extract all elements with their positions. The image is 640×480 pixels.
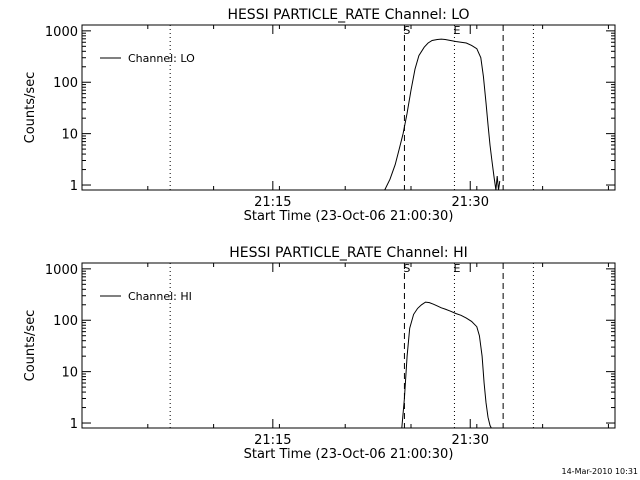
x-tick-label: 21:15 <box>254 433 291 448</box>
y-tick-label: 1000 <box>45 25 78 40</box>
x-tick-label: 21:15 <box>254 195 291 210</box>
series-line <box>384 38 501 191</box>
plot-frame <box>81 262 616 429</box>
marker-label: S <box>403 24 410 37</box>
x-tick-label: 21:30 <box>452 195 489 210</box>
y-tick-label: 10 <box>61 366 78 381</box>
series-line <box>401 301 492 429</box>
y-tick-label: 1 <box>70 179 78 194</box>
x-tick-label: 21:30 <box>452 433 489 448</box>
y-tick-label: 1 <box>70 417 78 432</box>
y-tick-label: 100 <box>53 314 78 329</box>
chart-title: HESSI PARTICLE_RATE Channel: LO <box>227 7 469 23</box>
y-axis-label: Counts/sec <box>23 310 38 382</box>
chart-panel-hi: HESSI PARTICLE_RATE Channel: HI 21:15 21:3… <box>23 245 616 462</box>
x-axis-label: Start Time (23-Oct-06 21:00:30) <box>244 447 454 462</box>
plot-frame <box>81 24 616 191</box>
x-axis-label: Start Time (23-Oct-06 21:00:30) <box>244 209 454 224</box>
legend-label: Channel: HI <box>128 290 192 303</box>
marker-label: S <box>403 262 410 275</box>
y-tick-label: 1000 <box>45 263 78 278</box>
timestamp-label: 14-Mar-2010 10:31 <box>562 467 639 476</box>
marker-label: E <box>453 24 460 37</box>
chart-panel-lo: HESSI PARTICLE_RATE Channel: LO 21:15 21:3… <box>23 7 616 224</box>
y-axis-label: Counts/sec <box>23 72 38 144</box>
y-tick-label: 100 <box>53 76 78 91</box>
y-tick-label: 10 <box>61 128 78 143</box>
chart-title: HESSI PARTICLE_RATE Channel: HI <box>229 245 467 261</box>
marker-label: E <box>453 262 460 275</box>
legend-label: Channel: LO <box>128 52 195 65</box>
